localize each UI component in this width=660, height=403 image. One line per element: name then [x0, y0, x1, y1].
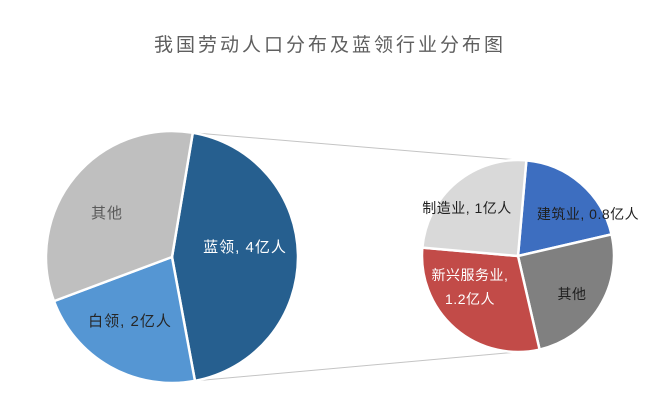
label-secondary-other: 其他: [558, 286, 587, 302]
connector-lines: [192, 132, 519, 382]
main-pie: [44, 129, 300, 385]
pie-slice-construction: [516, 159, 613, 258]
pie-slice-other: [44, 129, 195, 303]
connector-line-top: [192, 132, 519, 161]
pie-slice-emerging-services: [420, 246, 541, 354]
label-main-white-collar: 白领, 2亿人: [88, 313, 172, 330]
label-secondary-emerging-services-line2: 1.2亿人: [445, 291, 495, 307]
connector-line-bottom: [194, 351, 519, 382]
data-labels: 蓝领, 4亿人 白领, 2亿人 其他 建筑业, 0.8亿人 其他 新兴服务业, …: [88, 200, 639, 330]
label-main-other: 其他: [91, 205, 123, 222]
label-secondary-construction: 建筑业, 0.8亿人: [537, 206, 639, 222]
label-secondary-emerging-services-line1: 新兴服务业,: [432, 267, 509, 283]
label-main-blue-collar: 蓝领, 4亿人: [203, 239, 287, 256]
pie-slice-blue-collar: [170, 131, 300, 383]
pie-slice-manufacturing: [421, 158, 528, 258]
chart-title: 我国劳动人口分布及蓝领行业分布图: [153, 35, 506, 56]
pie-slice-other: [516, 233, 616, 351]
secondary-pie: [420, 158, 616, 354]
label-secondary-manufacturing: 制造业, 1亿人: [422, 200, 512, 216]
